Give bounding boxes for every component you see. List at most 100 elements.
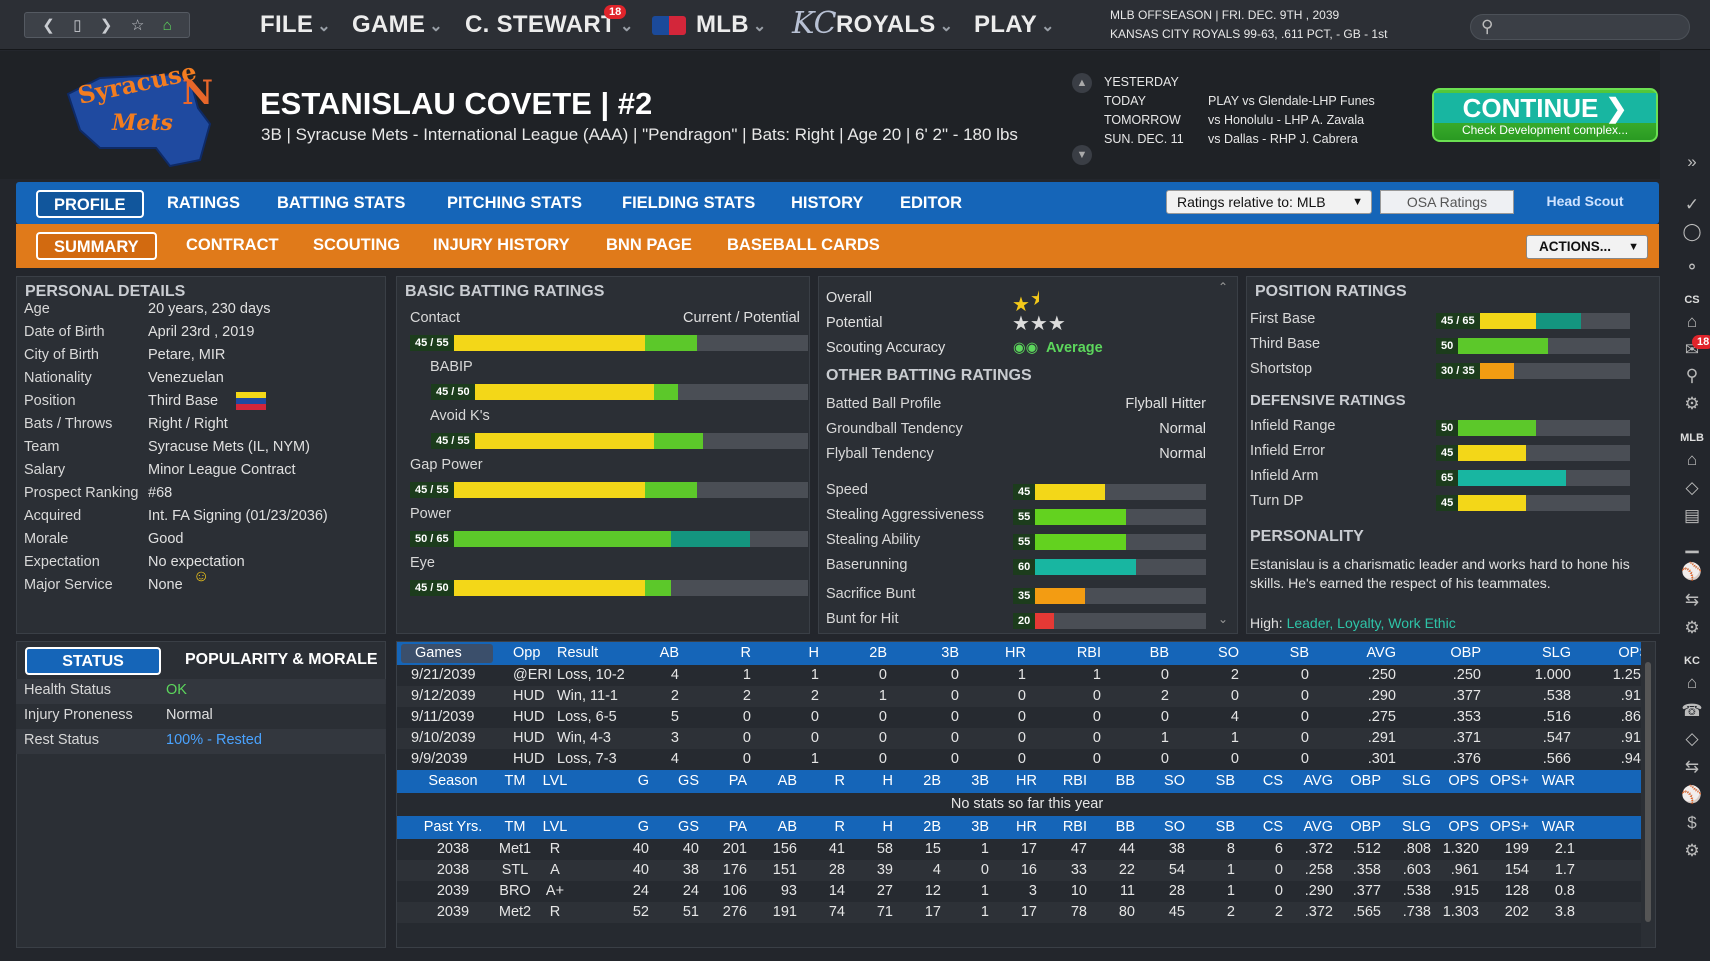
team-record: KANSAS CITY ROYALS 99-63, .611 PCT, - GB… xyxy=(1110,27,1388,41)
tab-profile[interactable]: PROFILE xyxy=(36,190,144,218)
diamond-icon[interactable]: ◇ xyxy=(1685,478,1699,497)
table-cell: 74 xyxy=(828,904,845,920)
sched-game[interactable]: vs Dallas - RHP J. Cabrera xyxy=(1208,132,1358,146)
tab-fielding-stats[interactable]: FIELDING STATS xyxy=(622,194,756,212)
current-fill xyxy=(410,335,646,351)
table-cell: .250 xyxy=(1452,667,1481,683)
rating-bar: 60 xyxy=(1013,559,1206,575)
table-cell: 0 xyxy=(1160,667,1169,683)
menu-mlb[interactable]: MLB ⌄ xyxy=(696,11,767,38)
column-header: AVG xyxy=(1366,645,1396,661)
mlb-label[interactable]: MLB xyxy=(1680,432,1704,444)
head-scout-button[interactable]: Head Scout xyxy=(1546,193,1624,209)
table-cell: 2039 xyxy=(436,883,470,899)
diamond-icon[interactable]: ◇ xyxy=(1685,729,1699,748)
star-icon[interactable]: ☆ xyxy=(130,17,145,34)
column-header[interactable]: Games xyxy=(401,644,493,663)
table-row: 2039 Met2 R 52 51 276 191 74 71 17 1 17 78 80 45 2 2 .372… xyxy=(397,902,1655,923)
page-icon[interactable]: ▯ xyxy=(73,17,82,34)
lightbulb-icon[interactable]: ⚬ xyxy=(1684,258,1700,277)
home-icon[interactable]: ⌂ xyxy=(1686,450,1698,469)
tab-history[interactable]: HISTORY xyxy=(791,194,864,212)
tab-editor[interactable]: EDITOR xyxy=(900,194,963,212)
check-icon[interactable]: ✓ xyxy=(1684,195,1700,214)
column-header: Season xyxy=(428,773,478,789)
cs-label[interactable]: CS xyxy=(1684,294,1700,306)
menu-game[interactable]: GAME ⌄ xyxy=(352,11,443,38)
menu-royals[interactable]: ROYALS ⌄ xyxy=(836,11,954,38)
sched-game[interactable]: PLAY vs Glendale-LHP Funes xyxy=(1208,94,1375,108)
back-icon[interactable]: ❮ xyxy=(42,17,55,34)
table-cell: 9/9/2039 xyxy=(411,751,468,767)
osa-ratings-button[interactable]: OSA Ratings xyxy=(1380,190,1514,214)
table-cell: 38 xyxy=(682,862,699,878)
search-icon[interactable]: ⚲ xyxy=(1685,366,1699,385)
sched-game[interactable]: vs Honolulu - LHP A. Zavala xyxy=(1208,113,1365,127)
table-cell: .372 xyxy=(1304,904,1333,920)
continue-button[interactable]: CONTINUE ❯ Check Development complex... xyxy=(1432,88,1658,142)
tab-baseball-cards[interactable]: BASEBALL CARDS xyxy=(727,236,880,254)
tab-summary[interactable]: SUMMARY xyxy=(36,232,157,260)
gear-icon[interactable]: ⚙ xyxy=(1684,841,1700,860)
kc-label[interactable]: KC xyxy=(1684,655,1700,667)
current-fill xyxy=(410,580,646,596)
binoculars-icon: ◉◉ xyxy=(1013,340,1039,356)
table-cell: 1.303 xyxy=(1442,904,1479,920)
scroll-up-icon[interactable]: ⌃ xyxy=(1218,280,1229,294)
dollar-icon[interactable]: $ xyxy=(1687,813,1697,832)
home-icon[interactable]: ⌂ xyxy=(1686,673,1698,692)
gear-icon[interactable]: ⚙ xyxy=(1684,618,1700,637)
phone-icon[interactable]: ☎ xyxy=(1681,701,1703,720)
detail-label: Bats / Throws xyxy=(24,416,113,432)
potential-label: Potential xyxy=(826,315,883,331)
tab-scouting[interactable]: SCOUTING xyxy=(313,236,401,254)
rating-value: 45 xyxy=(1436,445,1459,461)
menu-manager[interactable]: C. STEWART ⌄ xyxy=(465,11,634,38)
forward-icon[interactable]: ❯ xyxy=(99,17,113,34)
menu-play[interactable]: PLAY ⌄ xyxy=(974,11,1055,38)
tab-bnn-page[interactable]: BNN PAGE xyxy=(606,236,692,254)
baseball-icon[interactable]: ⚾ xyxy=(1681,785,1703,804)
tab-popularity-morale[interactable]: POPULARITY & MORALE xyxy=(185,651,378,668)
column-header: WAR xyxy=(1541,819,1575,835)
home-icon[interactable]: ⌂ xyxy=(1686,312,1698,331)
tab-status[interactable]: STATUS xyxy=(25,647,161,675)
tab-pitching-stats[interactable]: PITCHING STATS xyxy=(447,194,583,212)
news-icon[interactable]: ▤ xyxy=(1683,506,1701,525)
tab-contract[interactable]: CONTRACT xyxy=(186,236,279,254)
transfer-icon[interactable]: ⇆ xyxy=(1684,757,1700,776)
personality-high: High: Leader, Loyalty, Work Ethic xyxy=(1250,615,1456,631)
home-icon[interactable]: ⌂ xyxy=(162,16,172,34)
table-cell: 0 xyxy=(950,730,959,746)
chevron-down-icon: ▼ xyxy=(1628,241,1639,253)
empty-message: No stats so far this year xyxy=(950,796,1104,812)
detail-label: Salary xyxy=(24,462,66,478)
table-cell: 14 xyxy=(828,883,845,899)
scroll-down-icon[interactable]: ⌄ xyxy=(1218,612,1229,626)
ratings-relative-select[interactable]: Ratings relative to: MLB ▼ xyxy=(1166,190,1372,214)
defense-label: Infield Range xyxy=(1250,418,1336,434)
tab-ratings[interactable]: RATINGS xyxy=(167,194,241,212)
scrollbar-thumb[interactable] xyxy=(1645,662,1651,922)
baseball-icon[interactable]: ⚾ xyxy=(1681,562,1703,581)
rating-value: 45 xyxy=(1013,484,1036,500)
detail-value: Third Base xyxy=(148,393,219,409)
gear-icon[interactable]: ⚙ xyxy=(1684,394,1700,413)
chart-icon[interactable]: ▁ xyxy=(1685,534,1699,553)
globe-icon[interactable]: ◯ xyxy=(1682,222,1702,241)
detail-value: Right / Right xyxy=(148,416,228,432)
chevron-down-icon[interactable]: ▼ xyxy=(1072,145,1092,165)
detail-label: Position xyxy=(24,393,76,409)
table-cell: 2.1 xyxy=(1554,841,1575,857)
detail-value: Int. FA Signing (01/23/2036) xyxy=(148,508,328,524)
menu-file[interactable]: FILE ⌄ xyxy=(260,11,331,38)
table-cell: 0 xyxy=(1274,883,1283,899)
chevron-up-icon[interactable]: ▲ xyxy=(1072,73,1092,93)
search-input[interactable]: ⚲ xyxy=(1470,14,1690,40)
table-cell: 199 xyxy=(1504,841,1529,857)
tab-batting-stats[interactable]: BATTING STATS xyxy=(277,194,406,212)
tab-injury-history[interactable]: INJURY HISTORY xyxy=(433,236,570,254)
transfer-icon[interactable]: ⇆ xyxy=(1684,590,1700,609)
actions-select[interactable]: ACTIONS... ▼ xyxy=(1526,235,1648,259)
chevron-double-right-icon[interactable]: » xyxy=(1687,152,1697,171)
